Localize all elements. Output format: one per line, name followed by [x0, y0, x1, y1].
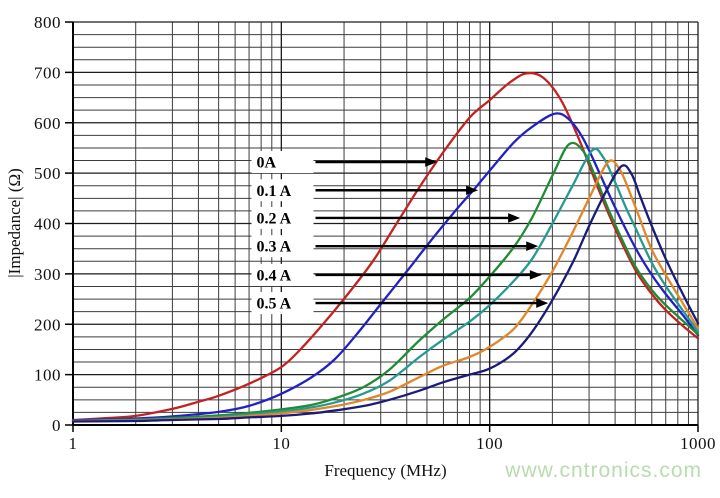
legend-arrow-head [526, 241, 539, 251]
legend-arrow-head [508, 213, 521, 223]
y-tick-label: 200 [34, 315, 61, 334]
x-tick-label: 1000 [680, 434, 716, 453]
y-tick-label: 800 [34, 13, 61, 32]
legend-label-box [251, 151, 314, 174]
y-axis-title: |Impedance| (Ω) [5, 168, 24, 278]
legend-arrow-head [466, 185, 479, 196]
curve-0-5-a [71, 164, 700, 423]
x-tick-label: 10 [272, 434, 290, 453]
x-tick-label: 100 [476, 434, 503, 453]
y-tick-label: 400 [34, 215, 61, 234]
curve-0-1-a [71, 112, 700, 422]
y-tick-label: 500 [34, 164, 61, 183]
legend-label-box [251, 235, 314, 258]
legend-label: 0A [257, 155, 277, 172]
legend-label: 0.1 A [257, 183, 292, 200]
y-tick-label: 600 [34, 114, 61, 133]
legend-label: 0.2 A [257, 210, 292, 227]
legend-label: 0.4 A [257, 267, 292, 284]
legend-label: 0.3 A [257, 239, 292, 256]
y-tick-label: 300 [34, 265, 61, 284]
x-axis-title: Frequency (MHz) [324, 461, 447, 480]
curve-0-3-a [71, 147, 700, 423]
x-tick-label: 1 [69, 434, 78, 453]
curve-0-2-a [71, 141, 700, 423]
legend-arrow-head [529, 270, 542, 280]
legend-label-box [251, 292, 314, 315]
legend-arrow-head [425, 157, 438, 167]
curve-0-4-a [71, 159, 700, 423]
y-tick-label: 700 [34, 63, 61, 82]
legend-label: 0.5 A [257, 296, 292, 313]
curve-0a [71, 71, 700, 422]
legend-label-box [251, 179, 314, 202]
y-tick-label: 0 [52, 416, 61, 435]
legend-label-box [251, 206, 314, 229]
y-tick-label: 100 [34, 366, 61, 385]
legend-arrow-head [536, 298, 549, 308]
watermark-text: www.cntronics.com [505, 459, 702, 482]
legend-label-box [251, 263, 314, 286]
